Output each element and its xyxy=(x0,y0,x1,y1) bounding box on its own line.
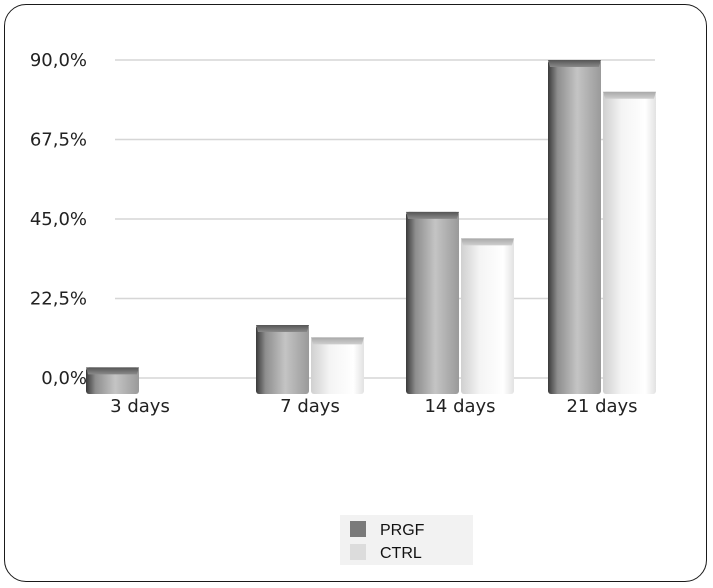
bar-prgf xyxy=(548,60,601,394)
bar-body xyxy=(548,60,601,394)
y-tick-label: 45,0% xyxy=(30,209,87,230)
legend-label-ctrl: CTRL xyxy=(380,545,422,562)
legend: PRGF CTRL xyxy=(340,515,473,565)
bar-ctrl xyxy=(603,91,656,395)
x-tick-label: 7 days xyxy=(280,396,340,417)
x-axis: 3 days 7 days 14 days 21 days xyxy=(110,396,637,417)
bar-body xyxy=(311,337,364,394)
bar-body xyxy=(603,91,656,395)
y-tick-label: 67,5% xyxy=(30,130,87,151)
bar-top xyxy=(86,367,139,375)
bar-ctrl xyxy=(311,337,364,394)
bar-top xyxy=(461,238,514,246)
bar-prgf xyxy=(86,367,139,394)
bar-top xyxy=(256,325,309,332)
bars xyxy=(86,60,656,395)
bar-top xyxy=(406,211,459,219)
x-tick-label: 14 days xyxy=(424,396,495,417)
bar-body xyxy=(461,238,514,394)
bar-ctrl xyxy=(461,238,514,394)
x-tick-label: 21 days xyxy=(566,396,637,417)
legend-swatch-ctrl xyxy=(350,544,366,560)
bar-prgf xyxy=(406,211,459,394)
bar-top xyxy=(548,60,601,67)
y-tick-label: 90,0% xyxy=(30,50,87,71)
bar-body xyxy=(256,325,309,394)
bar-top xyxy=(311,337,364,345)
y-tick-label: 22,5% xyxy=(30,289,87,310)
bar-body xyxy=(406,211,459,394)
legend-swatch-prgf xyxy=(350,521,366,537)
y-axis: 0,0% 22,5% 45,0% 67,5% 90,0% xyxy=(30,50,87,389)
bar-top xyxy=(603,91,656,99)
legend-label-prgf: PRGF xyxy=(380,522,425,539)
x-tick-label: 3 days xyxy=(110,396,170,417)
bar-prgf xyxy=(256,325,309,394)
y-tick-label: 0,0% xyxy=(41,368,87,389)
